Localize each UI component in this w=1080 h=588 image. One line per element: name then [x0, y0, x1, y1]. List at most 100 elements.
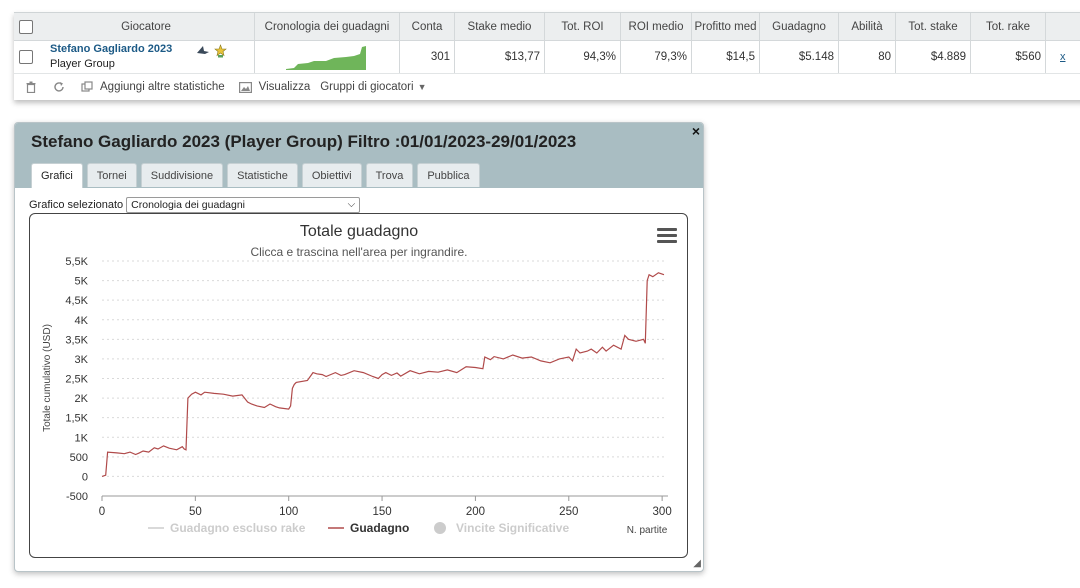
legend-item[interactable]: Guadagno	[328, 521, 409, 535]
header-roi-medio[interactable]: ROI medio	[621, 13, 692, 40]
y-tick-label: 5,5K	[65, 256, 88, 268]
refresh-icon[interactable]	[52, 80, 66, 94]
cell-guadagno: $5.148	[760, 41, 839, 73]
tab-suddivisione[interactable]: Suddivisione	[140, 163, 224, 187]
player-table: Giocatore Cronologia dei guadagni Conta …	[14, 12, 1080, 100]
player-stats-dialog: Stefano Gagliardo 2023 (Player Group) Fi…	[14, 122, 704, 572]
y-tick-label: 5K	[75, 276, 89, 288]
dialog-header[interactable]: Stefano Gagliardo 2023 (Player Group) Fi…	[15, 123, 703, 188]
dialog-tabs: Grafici Tornei Suddivisione Statistiche …	[31, 163, 480, 188]
x-tick-label: 250	[559, 506, 578, 518]
add-stats-button[interactable]: Aggiungi altre statistiche	[100, 81, 225, 93]
legend-label: Vincite Significative	[456, 521, 569, 535]
cell-tot-roi: 94,3%	[545, 41, 621, 73]
header-label: Abilità	[851, 20, 883, 33]
select-all-checkbox[interactable]	[19, 19, 33, 34]
x-tick-label: 150	[372, 506, 391, 518]
header-conta[interactable]: Conta	[400, 13, 455, 40]
header-label: Profitto med	[694, 20, 757, 33]
tab-pubblica[interactable]: Pubblica	[417, 163, 480, 187]
y-tick-label: 1,5K	[65, 413, 88, 425]
header-guadagno[interactable]: Guadagno	[760, 13, 839, 40]
table-row[interactable]: Stefano Gagliardo 2023 Player Group 301 …	[14, 41, 1080, 74]
add-stats-icon[interactable]	[80, 80, 94, 94]
row-checkbox[interactable]	[19, 50, 33, 64]
player-name-link[interactable]: Stefano Gagliardo 2023	[50, 43, 173, 55]
header-tot-rake[interactable]: Tot. rake	[971, 13, 1046, 40]
chart-subtitle: Clicca e trascina nell'area per ingrandi…	[250, 245, 467, 259]
y-tick-label: 4,5K	[65, 295, 88, 307]
select-all-cell	[14, 13, 38, 40]
earnings-sparkline-cell[interactable]	[255, 41, 400, 73]
player-cell[interactable]: Stefano Gagliardo 2023 Player Group	[38, 41, 255, 73]
graph-select-row: Grafico selezionato Cronologia dei guada…	[29, 197, 361, 213]
header-giocatore[interactable]: Giocatore	[38, 13, 255, 40]
trash-icon[interactable]	[24, 80, 38, 94]
header-cronologia[interactable]: Cronologia dei guadagni	[255, 13, 400, 40]
earnings-chart[interactable]: Totale guadagno Clicca e trascina nell'a…	[30, 214, 687, 557]
table-toolbar: Aggiungi altre statistiche Visualizza Gr…	[14, 75, 1080, 99]
y-tick-label: 0	[82, 471, 88, 483]
tab-trova[interactable]: Trova	[365, 163, 414, 187]
series-line-guadagno[interactable]	[101, 272, 665, 477]
tab-statistiche[interactable]: Statistiche	[227, 163, 298, 187]
y-tick-label: 4K	[75, 315, 89, 327]
dialog-title: Stefano Gagliardo 2023 (Player Group) Fi…	[31, 132, 577, 151]
x-tick-label: 50	[189, 506, 202, 518]
cell-roi-medio: 79,3%	[621, 41, 692, 73]
header-label: Cronologia dei guadagni	[264, 20, 390, 33]
y-tick-label: 3,5K	[65, 334, 88, 346]
tab-obiettivi[interactable]: Obiettivi	[301, 163, 362, 187]
header-label: Conta	[411, 20, 443, 33]
header-profitto-medio[interactable]: Profitto med	[692, 13, 760, 40]
tab-tornei[interactable]: Tornei	[86, 163, 137, 187]
remove-cell: x	[1046, 41, 1080, 73]
legend-item[interactable]: Guadagno escluso rake	[148, 521, 306, 535]
resize-handle-icon[interactable]: ◢	[693, 558, 701, 569]
header-label: Tot. stake	[908, 20, 958, 33]
y-tick-label: -500	[66, 491, 88, 503]
header-tot-roi[interactable]: Tot. ROI	[545, 13, 621, 40]
graph-select-value: Cronologia dei guadagni	[131, 199, 246, 211]
player-badges	[196, 44, 227, 58]
graph-select-label: Grafico selezionato	[29, 199, 124, 211]
chevron-down-icon: ⌵	[347, 199, 356, 210]
star-badge-icon	[214, 44, 227, 58]
image-icon[interactable]	[239, 80, 253, 94]
cell-conta: 301	[400, 41, 455, 73]
caret-down-icon[interactable]: ▼	[417, 82, 427, 92]
close-icon[interactable]: ×	[691, 123, 700, 139]
header-tot-stake[interactable]: Tot. stake	[896, 13, 971, 40]
y-tick-label: 2,5K	[65, 374, 88, 386]
view-button[interactable]: Visualizza	[258, 81, 311, 93]
legend-label: Guadagno	[350, 521, 409, 535]
legend-label: Guadagno escluso rake	[170, 521, 306, 535]
cell-tot-rake: $560	[971, 41, 1046, 73]
header-remove	[1046, 13, 1080, 40]
shark-icon	[197, 46, 209, 54]
header-label: Tot. ROI	[561, 20, 604, 33]
x-axis-label: N. partite	[627, 525, 668, 536]
cell-tot-stake: $4.889	[896, 41, 971, 73]
tab-grafici[interactable]: Grafici	[31, 163, 83, 188]
header-abilita[interactable]: Abilità	[839, 13, 896, 40]
legend-item[interactable]: Vincite Significative	[434, 521, 569, 535]
player-groups-menu[interactable]: Gruppi di giocatori	[320, 81, 414, 93]
row-select-cell	[14, 41, 38, 73]
graph-select[interactable]: Cronologia dei guadagni ⌵	[126, 197, 361, 213]
earnings-sparkline	[286, 46, 366, 70]
menu-icon[interactable]	[657, 228, 677, 243]
cell-abilita: 80	[839, 41, 896, 73]
cell-profitto-medio: $14,5	[692, 41, 760, 73]
y-axis-label: Totale cumulativo (USD)	[42, 324, 53, 432]
cell-stake-medio: $13,77	[455, 41, 545, 73]
header-label: Stake medio	[467, 20, 532, 33]
header-label: Tot. rake	[985, 20, 1031, 33]
remove-player-link[interactable]: x	[1060, 51, 1066, 63]
legend-circle-icon	[434, 522, 446, 534]
header-label: ROI medio	[628, 20, 684, 33]
y-tick-label: 3K	[75, 354, 89, 366]
chart-frame: Totale guadagno Clicca e trascina nell'a…	[29, 213, 688, 558]
header-label: Giocatore	[121, 20, 171, 33]
header-stake-medio[interactable]: Stake medio	[455, 13, 545, 40]
